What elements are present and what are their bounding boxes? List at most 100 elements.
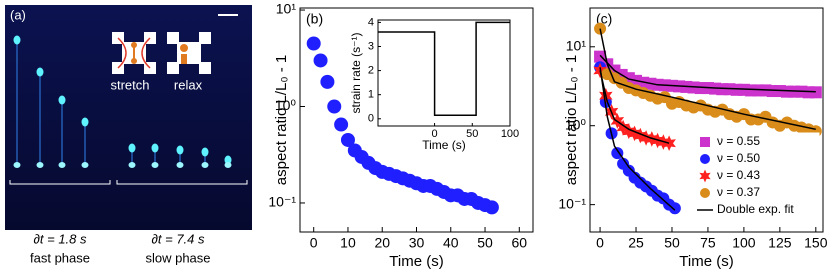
drop bbox=[224, 162, 232, 168]
drop bbox=[176, 145, 184, 155]
drop bbox=[224, 155, 232, 165]
drop bbox=[151, 162, 159, 168]
fit-line bbox=[599, 70, 670, 144]
fast-dt: ∂t = 1.8 s bbox=[33, 231, 87, 246]
marker bbox=[699, 169, 711, 183]
x-tick-label: 100 bbox=[501, 128, 519, 140]
marker bbox=[611, 147, 624, 160]
drop bbox=[58, 95, 66, 105]
y-tick-label: 0 bbox=[368, 113, 374, 125]
x-tick-label: 50 bbox=[664, 235, 680, 251]
cross-channel bbox=[167, 32, 211, 74]
x-tick-label: 50 bbox=[466, 128, 478, 140]
y-tick-label: 1 bbox=[368, 89, 374, 101]
x-tick-label: 50 bbox=[477, 235, 493, 251]
legend-label: ν = 0.43 bbox=[717, 168, 760, 182]
streamlines bbox=[117, 37, 151, 69]
drop bbox=[181, 54, 187, 64]
marker bbox=[334, 117, 349, 132]
droplets bbox=[13, 35, 232, 168]
x-tick-label: 30 bbox=[409, 235, 425, 251]
drop bbox=[201, 162, 209, 168]
marker bbox=[627, 125, 642, 142]
x-tick-label: 150 bbox=[804, 235, 828, 251]
y-tick-label: 10⁻¹ bbox=[268, 194, 296, 210]
y-tick-label: 10¹ bbox=[566, 37, 587, 53]
panel-label: (a) bbox=[10, 7, 26, 22]
icon-stretch bbox=[112, 32, 156, 74]
line bbox=[378, 21, 510, 116]
drop bbox=[13, 162, 21, 168]
marker bbox=[306, 36, 321, 51]
x-axis-label: Time (s) bbox=[422, 138, 466, 152]
y-tick-label: 10⁻¹ bbox=[558, 195, 586, 211]
drop bbox=[151, 143, 159, 153]
drop bbox=[13, 35, 21, 45]
drop bbox=[81, 117, 89, 127]
y-tick-label: 10⁰ bbox=[275, 97, 297, 113]
drop bbox=[36, 162, 44, 168]
legend-box bbox=[694, 132, 820, 225]
drop bbox=[128, 143, 136, 153]
y-tick-label: 10¹ bbox=[276, 1, 297, 17]
panel-a: (a) stretch relax ∂t = 1.8 s fast phase … bbox=[5, 5, 252, 265]
slow-label: slow phase bbox=[145, 250, 210, 265]
x-tick-label: 0 bbox=[596, 235, 604, 251]
drop bbox=[128, 162, 136, 168]
x-tick-label: 40 bbox=[443, 235, 459, 251]
micrograph bbox=[5, 5, 252, 230]
marker bbox=[594, 22, 607, 35]
fit-line bbox=[599, 54, 816, 93]
y-tick-label: 2 bbox=[368, 64, 374, 76]
legend-label: ν = 0.37 bbox=[717, 185, 760, 199]
drop bbox=[81, 162, 89, 168]
x-tick-label: 20 bbox=[374, 235, 390, 251]
marker bbox=[633, 127, 648, 144]
plot-area bbox=[377, 19, 511, 127]
drop bbox=[176, 162, 184, 168]
bracket bbox=[9, 180, 248, 185]
y-axis-label: aspect ratio L/L₀ - 1 bbox=[273, 55, 290, 185]
x-tick-label: 125 bbox=[768, 235, 792, 251]
drop bbox=[36, 67, 44, 77]
marker bbox=[809, 86, 822, 99]
marker bbox=[668, 202, 681, 215]
marker bbox=[700, 137, 710, 147]
fit-line bbox=[599, 67, 676, 211]
marker bbox=[700, 188, 710, 198]
marker bbox=[639, 130, 653, 146]
legend-label: Double exp. fit bbox=[717, 202, 794, 216]
x-tick-label: 100 bbox=[732, 235, 756, 251]
x-tick-label: 75 bbox=[700, 235, 716, 251]
y-tick-label: 4 bbox=[368, 16, 374, 28]
fast-label: fast phase bbox=[30, 250, 90, 265]
legend-label: ν = 0.55 bbox=[717, 134, 760, 148]
marker bbox=[484, 200, 499, 215]
x-axis-label: Time (s) bbox=[389, 253, 443, 270]
panel-label: (b) bbox=[306, 11, 323, 27]
drop bbox=[201, 147, 209, 157]
x-tick-label: 0 bbox=[432, 128, 438, 140]
marker bbox=[327, 99, 342, 114]
marker bbox=[622, 123, 636, 140]
slow-dt: ∂t = 7.4 s bbox=[151, 231, 205, 246]
icon-label: relax bbox=[174, 77, 203, 92]
drop bbox=[58, 162, 66, 168]
x-tick-label: 10 bbox=[340, 235, 356, 251]
legend-label: ν = 0.50 bbox=[717, 151, 760, 165]
y-tick-label: 10⁰ bbox=[565, 116, 587, 132]
x-tick-label: 60 bbox=[512, 235, 528, 251]
icon-relax bbox=[167, 32, 211, 74]
y-axis-label: strain rate (s⁻¹) bbox=[349, 32, 363, 113]
marker bbox=[320, 74, 335, 89]
marker bbox=[700, 154, 710, 164]
y-axis-label: aspect ratio L/L₀ - 1 bbox=[563, 55, 580, 185]
x-axis-label: Time (s) bbox=[679, 253, 733, 270]
x-tick-label: 0 bbox=[310, 235, 318, 251]
y-tick-label: 3 bbox=[368, 40, 374, 52]
fit-line bbox=[599, 28, 816, 131]
icon-label: stretch bbox=[110, 77, 149, 92]
x-tick-label: 25 bbox=[628, 235, 644, 251]
drop bbox=[180, 44, 188, 52]
